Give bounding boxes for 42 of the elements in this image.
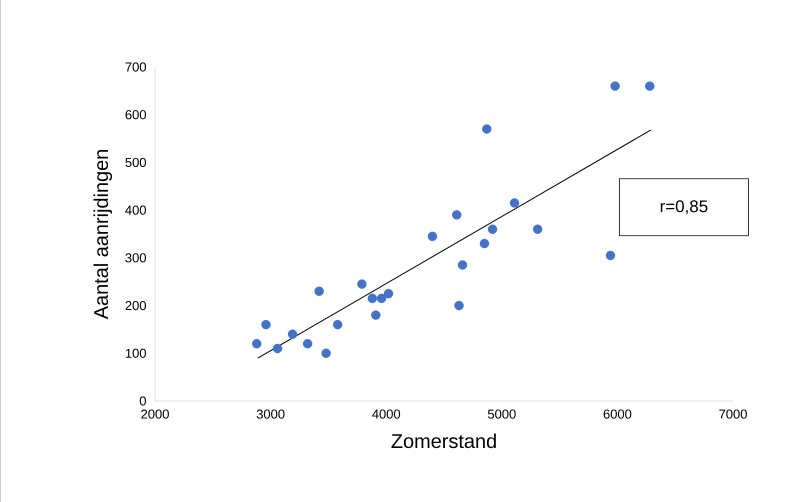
point xyxy=(357,279,367,289)
point xyxy=(332,320,342,330)
point xyxy=(454,300,464,310)
x-tick-label: 3000 xyxy=(256,410,285,419)
y-tick-label: 400 xyxy=(125,206,146,215)
point xyxy=(288,329,298,339)
point xyxy=(606,250,616,260)
point xyxy=(452,210,462,220)
y-tick-label: 600 xyxy=(126,110,146,120)
point xyxy=(645,81,654,91)
y-tick-label: 0 xyxy=(140,396,146,406)
point xyxy=(482,124,492,134)
y-tick-label: 100 xyxy=(126,348,146,358)
y-tick-label: 700 xyxy=(126,62,146,72)
point xyxy=(488,224,498,234)
point xyxy=(532,224,542,234)
y-tick-label: 500 xyxy=(125,158,146,167)
point xyxy=(458,260,468,270)
point xyxy=(252,339,262,348)
y-axis-title: Aantal aanrijdingen xyxy=(93,150,112,320)
point xyxy=(510,198,520,208)
point xyxy=(261,320,271,330)
point xyxy=(480,238,490,248)
point xyxy=(321,348,331,358)
point xyxy=(610,81,620,91)
point xyxy=(371,310,380,320)
x-tick-label: 5000 xyxy=(488,410,516,419)
point xyxy=(384,288,394,298)
point xyxy=(314,286,324,296)
y-tick-label: 200 xyxy=(126,300,146,310)
point xyxy=(368,294,378,304)
y-tick-label: 300 xyxy=(125,253,146,262)
annotation: r=0,85 xyxy=(660,200,708,214)
x-tick-label: 4000 xyxy=(372,410,400,419)
point xyxy=(272,344,282,354)
x-tick-label: 6000 xyxy=(604,410,632,419)
x-tick-label: 2000 xyxy=(141,410,169,419)
point xyxy=(302,339,312,348)
x-tick-label: 7000 xyxy=(719,410,747,419)
point xyxy=(376,294,386,304)
x-axis-title: Zomerstand xyxy=(391,434,496,448)
point xyxy=(428,232,438,242)
